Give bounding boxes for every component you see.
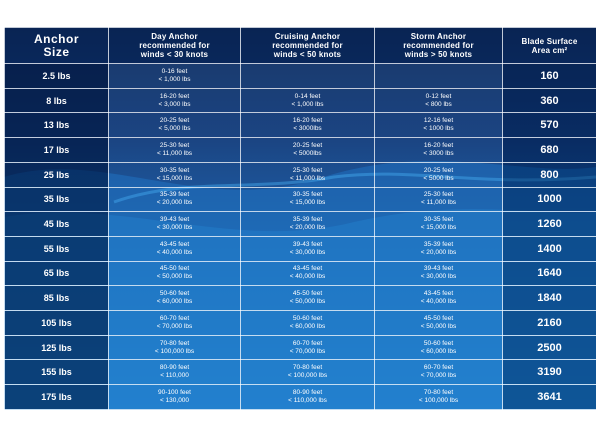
table-row: 2.5 lbs 0-16 feet < 1,000 lbs 160	[4, 63, 596, 89]
blade-area-cell: 360	[502, 87, 596, 114]
anchor-size-cell: 105 lbs	[4, 310, 109, 336]
header-row: Anchor Size Day Anchor recommended for w…	[4, 27, 596, 64]
cruising-anchor-cell: 43-45 feet < 40,000 lbs	[240, 260, 375, 287]
blade-area-cell: 1640	[502, 260, 596, 287]
cruising-anchor-cell: 39-43 feet < 30,000 lbs	[240, 235, 375, 262]
cruising-anchor-cell	[240, 63, 375, 89]
table-row: 65 lbs 45-50 feet < 50,000 lbs 43-45 feet < …	[4, 260, 596, 287]
anchor-size-cell: 8 lbs	[4, 87, 109, 114]
storm-anchor-cell: 20-25 feet < 5000 lbs	[374, 161, 503, 188]
cruising-anchor-cell: 16-20 feet < 3000lbs	[240, 112, 375, 139]
blade-area-cell: 1260	[502, 211, 596, 237]
storm-anchor-cell	[374, 63, 503, 89]
cruising-anchor-cell: 0-14 feet < 1,000 lbs	[240, 87, 375, 114]
table-row: 8 lbs 16-20 feet < 3,000 lbs 0-14 feet < 1,0…	[4, 87, 596, 114]
cruising-anchor-cell: 35-39 feet < 20,000 lbs	[240, 211, 375, 237]
anchor-size-chart: Anchor Size Day Anchor recommended for w…	[4, 27, 596, 410]
anchor-size-cell: 65 lbs	[4, 260, 109, 287]
day-anchor-cell: 70-80 feet < 100,000 lbs	[108, 334, 241, 361]
header-day-anchor: Day Anchor recommended for winds < 30 kn…	[108, 27, 241, 64]
table-row: 45 lbs 39-43 feet < 30,000 lbs 35-39 feet < …	[4, 211, 596, 237]
table-row: 25 lbs 30-35 feet < 15,000 lbs 25-30 feet < …	[4, 161, 596, 188]
storm-anchor-cell: 35-39 feet < 20,000 lbs	[374, 235, 503, 262]
blade-area-cell: 570	[502, 112, 596, 139]
table-row: 125 lbs 70-80 feet < 100,000 lbs 60-70 feet…	[4, 334, 596, 361]
table-row: 155 lbs 80-90 feet < 110,000 70-80 feet < 10…	[4, 359, 596, 386]
cruising-anchor-cell: 50-60 feet < 60,000 lbs	[240, 310, 375, 336]
table-row: 13 lbs 20-25 feet < 5,000 lbs 16-20 feet < 3…	[4, 112, 596, 139]
cruising-anchor-cell: 60-70 feet < 70,000 lbs	[240, 334, 375, 361]
storm-anchor-cell: 12-16 feet < 1000 lbs	[374, 112, 503, 139]
table-row: 85 lbs 50-60 feet < 60,000 lbs 45-50 feet < …	[4, 285, 596, 312]
cruising-anchor-cell: 30-35 feet < 15,000 lbs	[240, 186, 375, 213]
day-anchor-cell: 90-100 feet < 130,000	[108, 384, 241, 410]
day-anchor-cell: 50-60 feet < 60,000 lbs	[108, 285, 241, 312]
storm-anchor-cell: 43-45 feet < 40,000 lbs	[374, 285, 503, 312]
blade-area-cell: 1400	[502, 235, 596, 262]
cruising-anchor-cell: 70-80 feet < 100,000 lbs	[240, 359, 375, 386]
anchor-size-cell: 35 lbs	[4, 186, 109, 213]
blade-area-cell: 3190	[502, 359, 596, 386]
table-row: 17 lbs 25-30 feet < 11,000 lbs 20-25 feet < …	[4, 137, 596, 163]
anchor-size-cell: 125 lbs	[4, 334, 109, 361]
day-anchor-cell: 30-35 feet < 15,000 lbs	[108, 161, 241, 188]
day-anchor-cell: 60-70 feet < 70,000 lbs	[108, 310, 241, 336]
storm-anchor-cell: 30-35 feet < 15,000 lbs	[374, 211, 503, 237]
day-anchor-cell: 35-39 feet < 20,000 lbs	[108, 186, 241, 213]
day-anchor-cell: 16-20 feet < 3,000 lbs	[108, 87, 241, 114]
day-anchor-cell: 43-45 feet < 40,000 lbs	[108, 235, 241, 262]
cruising-anchor-cell: 20-25 feet < 5000lbs	[240, 137, 375, 163]
anchor-size-cell: 175 lbs	[4, 384, 109, 410]
cruising-anchor-cell: 80-90 feet < 110,000 lbs	[240, 384, 375, 410]
anchor-table: Anchor Size Day Anchor recommended for w…	[4, 27, 596, 410]
header-blade-area: Blade Surface Area cm²	[502, 27, 596, 64]
day-anchor-cell: 20-25 feet < 5,000 lbs	[108, 112, 241, 139]
blade-area-cell: 1000	[502, 186, 596, 213]
blade-area-cell: 2160	[502, 310, 596, 336]
anchor-size-cell: 45 lbs	[4, 211, 109, 237]
cruising-anchor-cell: 25-30 feet < 11,000 lbs	[240, 161, 375, 188]
storm-anchor-cell: 50-60 feet < 60,000 lbs	[374, 334, 503, 361]
blade-area-cell: 680	[502, 137, 596, 163]
anchor-size-cell: 55 lbs	[4, 235, 109, 262]
blade-area-cell: 1840	[502, 285, 596, 312]
blade-area-cell: 160	[502, 63, 596, 89]
day-anchor-cell: 25-30 feet < 11,000 lbs	[108, 137, 241, 163]
storm-anchor-cell: 45-50 feet < 50,000 lbs	[374, 310, 503, 336]
header-anchor-size: Anchor Size	[4, 27, 109, 64]
day-anchor-cell: 39-43 feet < 30,000 lbs	[108, 211, 241, 237]
anchor-size-cell: 13 lbs	[4, 112, 109, 139]
anchor-size-cell: 155 lbs	[4, 359, 109, 386]
storm-anchor-cell: 25-30 feet < 11,000 lbs	[374, 186, 503, 213]
table-row: 55 lbs 43-45 feet < 40,000 lbs 39-43 feet < …	[4, 235, 596, 262]
table-row: 175 lbs 90-100 feet < 130,000 80-90 feet < 1…	[4, 384, 596, 410]
storm-anchor-cell: 0-12 feet < 800 lbs	[374, 87, 503, 114]
blade-area-cell: 2500	[502, 334, 596, 361]
anchor-size-cell: 17 lbs	[4, 137, 109, 163]
blade-area-cell: 800	[502, 161, 596, 188]
storm-anchor-cell: 16-20 feet < 3000 lbs	[374, 137, 503, 163]
header-storm-anchor: Storm Anchor recommended for winds > 50 …	[374, 27, 503, 64]
storm-anchor-cell: 60-70 feet < 70,000 lbs	[374, 359, 503, 386]
storm-anchor-cell: 39-43 feet < 30,000 lbs	[374, 260, 503, 287]
table-row: 105 lbs 60-70 feet < 70,000 lbs 50-60 feet <…	[4, 310, 596, 336]
header-cruising-anchor: Cruising Anchor recommended for winds < …	[240, 27, 375, 64]
storm-anchor-cell: 70-80 feet < 100,000 lbs	[374, 384, 503, 410]
day-anchor-cell: 80-90 feet < 110,000	[108, 359, 241, 386]
blade-area-cell: 3641	[502, 384, 596, 410]
anchor-size-cell: 25 lbs	[4, 161, 109, 188]
table-row: 35 lbs 35-39 feet < 20,000 lbs 30-35 feet < …	[4, 186, 596, 213]
cruising-anchor-cell: 45-50 feet < 50,000 lbs	[240, 285, 375, 312]
anchor-size-cell: 2.5 lbs	[4, 63, 109, 89]
day-anchor-cell: 0-16 feet < 1,000 lbs	[108, 63, 241, 89]
day-anchor-cell: 45-50 feet < 50,000 lbs	[108, 260, 241, 287]
anchor-size-cell: 85 lbs	[4, 285, 109, 312]
